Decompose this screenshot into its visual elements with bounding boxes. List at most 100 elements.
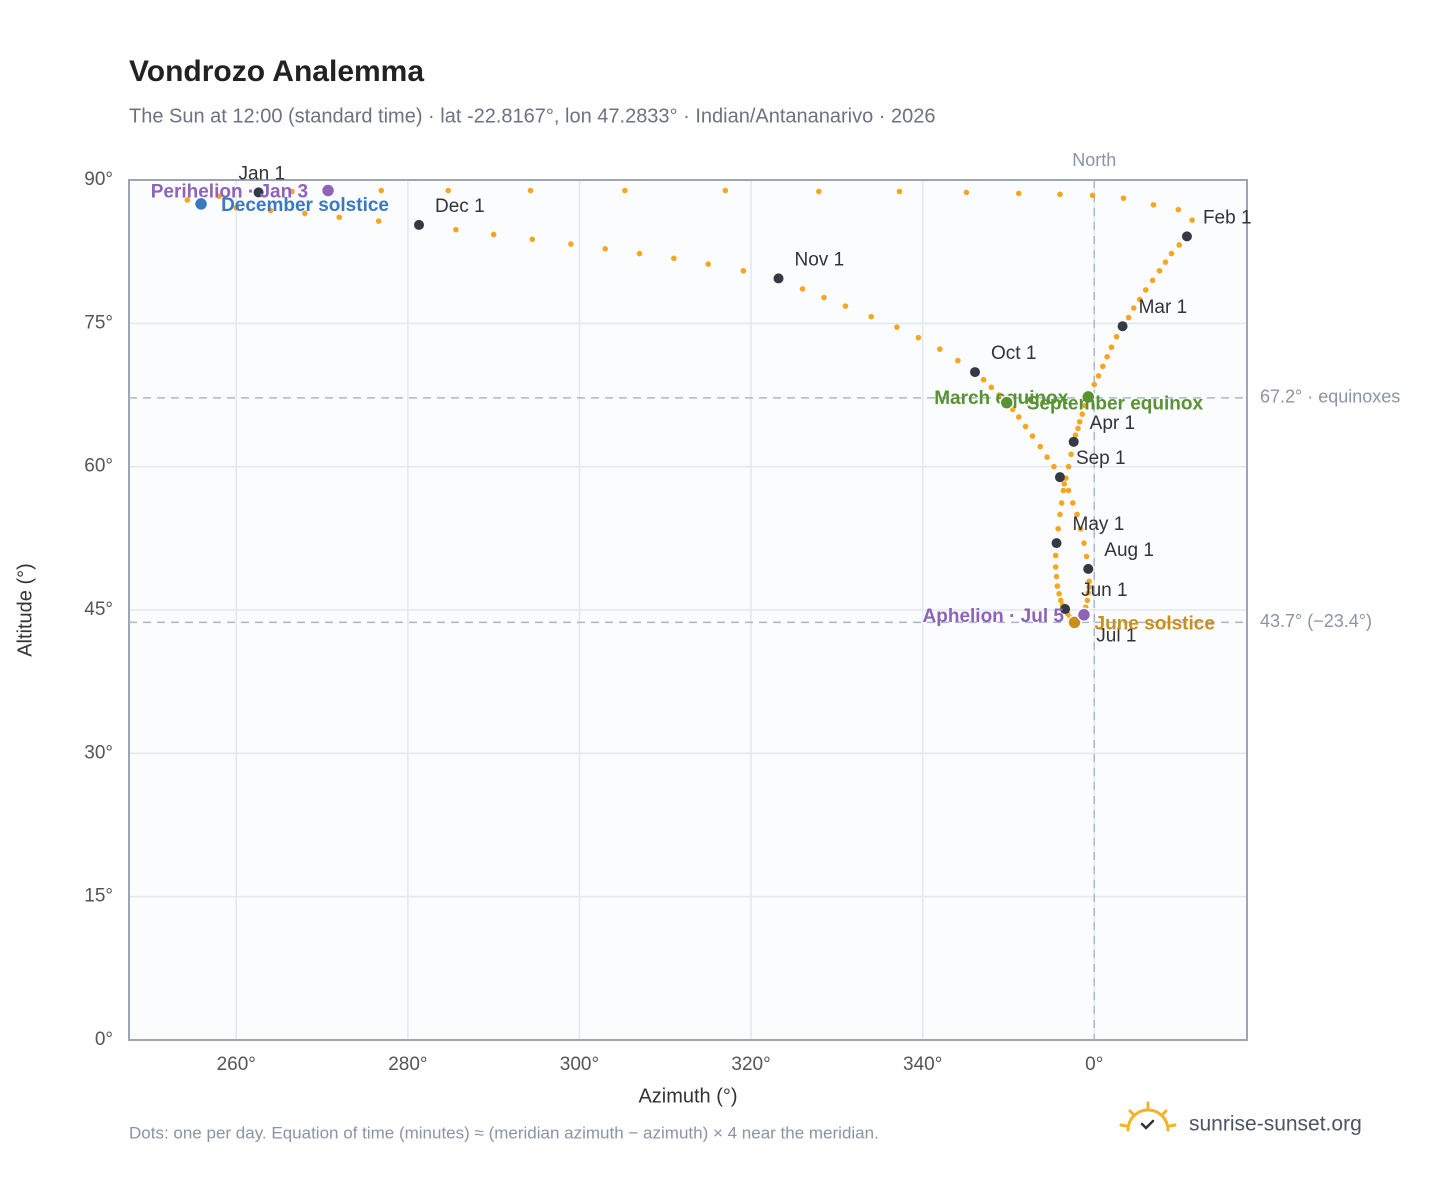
daily-dot: [1037, 443, 1044, 450]
daily-dot: [602, 246, 609, 252]
daily-dot: [1015, 414, 1022, 420]
month-label: Dec 1: [435, 196, 485, 217]
daily-dot: [1175, 206, 1182, 213]
daily-dot: [302, 210, 308, 217]
daily-dot: [996, 392, 1002, 398]
event-marker: [1067, 615, 1082, 630]
daily-dot: [1084, 597, 1091, 604]
reference-label: 43.7° (−23.4°): [1260, 611, 1372, 631]
x-axis-label: Azimuth (°): [638, 1085, 737, 1107]
daily-dot: [1108, 344, 1115, 351]
daily-dot: [1076, 418, 1083, 425]
daily-dot: [1125, 314, 1132, 321]
daily-dot: [1044, 454, 1050, 460]
daily-dot: [799, 286, 806, 292]
daily-dot: [1075, 425, 1081, 432]
chart-title: Vondrozo Analemma: [129, 55, 424, 88]
daily-dot: [1053, 573, 1060, 580]
event-label: September equinox: [1027, 394, 1204, 415]
daily-dot: [1085, 590, 1092, 596]
daily-dot: [894, 324, 900, 330]
y-tick-label: 60°: [84, 456, 113, 477]
daily-dot: [1058, 500, 1065, 506]
daily-dot: [1058, 597, 1064, 604]
month-label: Oct 1: [991, 343, 1036, 364]
month-marker: [970, 367, 981, 378]
footnote: Dots: one per day. Equation of time (min…: [129, 1123, 879, 1142]
month-marker: [1054, 472, 1065, 483]
event-label: Perihelion · Jan 3: [151, 182, 308, 203]
event-label: Aphelion · Jul 5: [923, 606, 1065, 627]
daily-dot: [1082, 402, 1088, 409]
event-marker: [193, 196, 209, 212]
daily-dot: [1061, 481, 1068, 487]
month-marker: [1060, 604, 1071, 615]
daily-dot: [1083, 553, 1090, 560]
month-marker: [1083, 563, 1094, 574]
daily-dot: [1168, 250, 1175, 257]
daily-dot: [529, 236, 536, 243]
daily-dot: [1057, 191, 1063, 198]
daily-dot: [1120, 195, 1127, 201]
x-tick-label: 320°: [731, 1054, 770, 1075]
daily-dot: [1068, 451, 1074, 458]
daily-dot: [821, 294, 827, 301]
daily-dot: [1189, 217, 1195, 223]
daily-dot: [1057, 511, 1063, 518]
daily-dot: [453, 226, 459, 233]
daily-dot: [915, 334, 922, 341]
daily-dot: [1081, 540, 1087, 546]
daily-dot: [289, 188, 295, 195]
daily-dot: [937, 346, 943, 352]
month-marker: [1051, 538, 1062, 549]
event-marker: [1076, 607, 1092, 623]
event-marker: [320, 183, 336, 198]
daily-dot: [527, 187, 534, 194]
daily-dot: [1022, 423, 1029, 430]
daily-dot: [1052, 552, 1059, 559]
event-label: December solstice: [221, 195, 389, 216]
daily-dot: [1065, 487, 1072, 494]
daily-dot: [1130, 305, 1137, 311]
daily-dot: [868, 313, 874, 320]
daily-dot: [490, 231, 497, 238]
daily-dot: [955, 357, 961, 364]
daily-dot: [1054, 583, 1061, 589]
reference-label: 67.2° · equinoxes: [1260, 387, 1400, 407]
x-tick-label: 0°: [1085, 1054, 1103, 1075]
daily-dot: [963, 189, 970, 196]
y-axis-label: Altitude (°): [14, 563, 36, 657]
y-tick-label: 30°: [84, 742, 113, 763]
daily-dot: [216, 193, 222, 200]
daily-dot: [622, 187, 628, 194]
daily-dot: [1055, 525, 1062, 532]
x-tick-label: 260°: [217, 1054, 256, 1075]
month-label: Feb 1: [1203, 207, 1252, 228]
x-tick-label: 300°: [560, 1054, 599, 1075]
month-label: Sep 1: [1076, 448, 1126, 469]
month-marker: [1068, 436, 1079, 447]
y-tick-label: 75°: [84, 312, 113, 333]
daily-dot: [568, 241, 574, 247]
month-marker: [773, 273, 784, 284]
north-label: North: [1072, 150, 1116, 170]
brand-logo: [1119, 1101, 1177, 1132]
daily-dot: [1156, 267, 1163, 274]
event-label: June solstice: [1095, 613, 1215, 634]
daily-dot: [896, 188, 903, 195]
daily-dot: [233, 204, 240, 211]
event-marker: [1081, 389, 1096, 405]
daily-dot: [1070, 500, 1076, 506]
daily-dot: [816, 188, 822, 195]
month-label: Jun 1: [1081, 580, 1127, 601]
daily-dot: [1113, 333, 1120, 340]
y-tick-label: 90°: [84, 169, 113, 190]
daily-dot: [1015, 190, 1022, 197]
daily-dot: [184, 197, 191, 203]
x-tick-label: 280°: [388, 1054, 427, 1075]
daily-dot: [1089, 192, 1096, 199]
daily-dot: [705, 261, 711, 267]
month-marker: [253, 187, 264, 198]
month-label: Nov 1: [795, 249, 845, 270]
